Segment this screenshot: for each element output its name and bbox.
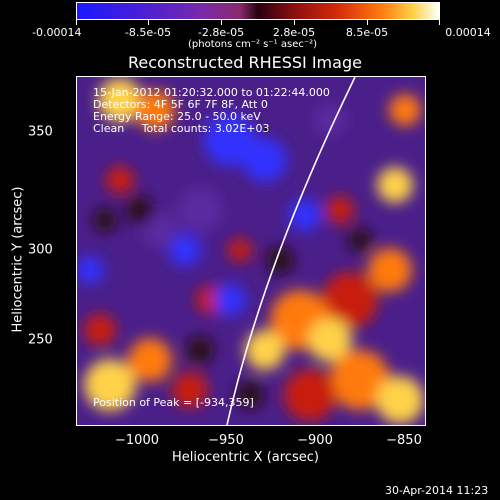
y-tick-label: 350 [28,124,53,140]
x-tick-label: −850 [386,433,422,448]
colorbar-tick-label: -0.00014 [32,26,82,39]
solar-limb-line [226,77,356,425]
x-axis-title: Heliocentric X (arcsec) [172,450,319,465]
intensity-blob [245,330,285,370]
x-tick-label: −950 [208,433,244,448]
intensity-blob [169,234,201,266]
y-axis-title: Heliocentric Y (arcsec) [10,186,26,333]
peak-position-text: Position of Peak = [-934,359] [93,396,254,409]
y-tick-label: 250 [28,332,53,348]
footer-timestamp: 30-Apr-2014 11:23 [385,484,489,497]
info-method: Clean Total counts: 3.02E+03 [93,122,270,135]
info-time-range: 15-Jan-2012 01:20:32.000 to 01:22:44.000 [93,86,330,99]
intensity-blob [236,381,264,409]
intensity-blob [77,256,104,284]
intensity-blob [142,212,178,248]
intensity-blob [84,314,116,346]
intensity-blob [326,196,354,224]
intensity-blob [243,138,287,182]
intensity-blob [84,359,136,411]
intensity-blob [284,369,336,421]
colorbar [76,2,440,20]
intensity-blob [106,166,134,194]
colorbar-tick-label: -8.5e-05 [124,26,172,39]
colorbar-tick-label: -2.8e-05 [197,26,245,39]
intensity-blob [228,238,252,262]
intensity-blob [98,78,142,122]
intensity-blob [330,350,390,410]
x-tick-label: −900 [297,433,333,448]
x-tick-label: −1000 [115,433,159,448]
peak-marker [264,127,270,133]
intensity-blob [377,167,413,203]
intensity-blob [128,338,172,382]
intensity-blob [178,188,222,232]
colorbar-units: (photons cm⁻² s⁻¹ asec⁻²) [188,39,318,50]
intensity-blob [368,248,412,292]
colorbar-tick-label: 2.8e-05 [272,26,316,39]
info-energy-range: Energy Range: 25.0 - 50.0 keV [93,110,261,123]
intensity-blob [308,318,352,362]
intensity-blob [93,208,117,232]
intensity-blob [135,90,175,130]
intensity-blob [389,94,421,126]
info-detectors: Detectors: 4F 5F 6F 7F 8F, Att 0 [93,98,268,111]
colorbar-tick-label: 0.00014 [445,26,491,39]
intensity-blob [204,114,256,166]
y-tick-label: 300 [28,242,53,258]
intensity-blob [126,196,154,224]
intensity-blob [266,246,294,274]
intensity-blob [348,228,372,252]
plot-title: Reconstructed RHESSI Image [128,53,362,72]
intensity-blob [172,372,208,408]
colorbar-tick-label: 8.5e-05 [345,26,389,39]
intensity-blob [186,336,214,364]
intensity-blob [322,272,378,328]
intensity-blob [376,376,424,424]
intensity-blob [214,284,246,316]
